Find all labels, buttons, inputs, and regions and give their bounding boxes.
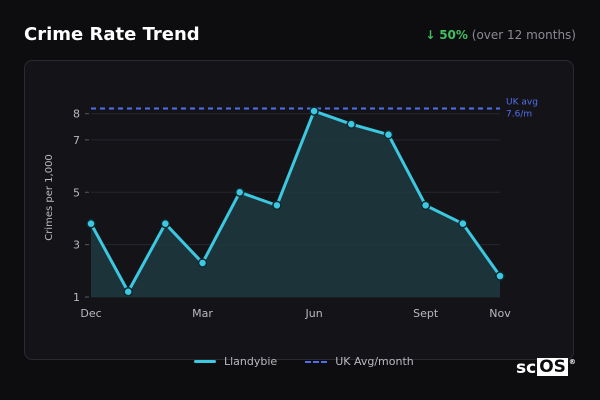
data-point bbox=[309, 106, 319, 116]
y-axis-label: Crimes per 1,000 bbox=[44, 154, 55, 241]
page-title: Crime Rate Trend bbox=[24, 24, 200, 45]
data-point bbox=[86, 218, 96, 229]
legend-swatch-dashed bbox=[305, 360, 328, 363]
series-line-llandybie bbox=[89, 109, 502, 294]
series-area bbox=[91, 111, 500, 297]
y-tick-label: 5 bbox=[73, 186, 80, 199]
reference-annotation-value: 7.6/m bbox=[506, 109, 532, 119]
logo-text-os: OS bbox=[537, 357, 568, 377]
logo-registered-mark: ® bbox=[568, 358, 576, 366]
trend-percentage: 50% bbox=[439, 28, 468, 42]
x-tick-label: Jun bbox=[304, 307, 322, 320]
x-tick-label: Dec bbox=[80, 307, 101, 320]
trend-down-icon: ↓ bbox=[425, 28, 436, 42]
x-tick-label: Mar bbox=[192, 307, 213, 320]
x-tick-label: Sept bbox=[413, 307, 439, 320]
legend-label-series: Llandybie bbox=[224, 355, 278, 368]
legend-item-llandybie[interactable]: Llandybie bbox=[194, 355, 277, 368]
scos-logo: sc OS ® bbox=[516, 358, 576, 378]
y-tick-label: 3 bbox=[73, 239, 80, 252]
x-tick-label: Nov bbox=[489, 307, 511, 320]
data-point bbox=[197, 258, 208, 268]
logo-text-sc: sc bbox=[516, 358, 537, 378]
reference-annotation-label: UK avg bbox=[506, 97, 538, 107]
y-tick-label: 7 bbox=[73, 134, 80, 147]
data-point bbox=[123, 287, 133, 297]
y-tick-label: 8 bbox=[73, 108, 80, 121]
data-point bbox=[346, 119, 357, 129]
y-tick-label: 1 bbox=[73, 291, 80, 304]
data-point bbox=[420, 200, 431, 211]
data-point bbox=[272, 200, 282, 211]
legend-label-reference: UK Avg/month bbox=[335, 355, 414, 368]
legend-swatch-solid bbox=[194, 360, 216, 363]
chart-legend: Llandybie UK Avg/month bbox=[194, 355, 414, 368]
data-point bbox=[160, 218, 171, 229]
trend-period: (over 12 months) bbox=[471, 28, 576, 42]
data-point bbox=[458, 218, 468, 229]
trend-summary: ↓ 50% (over 12 months) bbox=[425, 28, 576, 42]
data-point bbox=[495, 271, 505, 281]
data-point bbox=[234, 187, 245, 198]
legend-item-uk-avg[interactable]: UK Avg/month bbox=[305, 355, 414, 368]
data-point bbox=[383, 129, 394, 140]
